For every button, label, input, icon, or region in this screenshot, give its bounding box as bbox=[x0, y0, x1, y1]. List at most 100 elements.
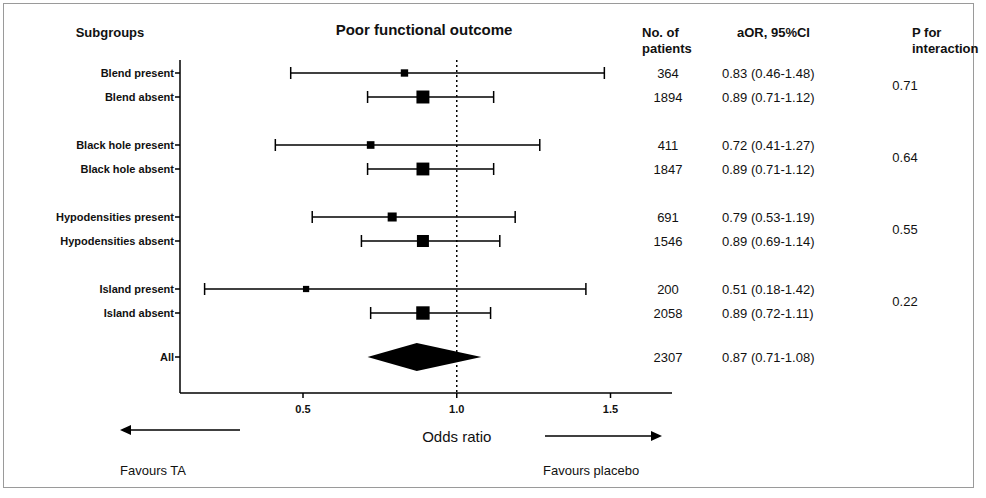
x-tick bbox=[456, 393, 458, 398]
row-tick bbox=[175, 168, 180, 170]
ci-cap bbox=[539, 139, 541, 151]
patients-count: 691 bbox=[657, 210, 679, 225]
patients-count: 411 bbox=[658, 138, 679, 153]
x-tick-label: 0.5 bbox=[295, 403, 310, 415]
p-interaction: 0.55 bbox=[892, 222, 917, 237]
arrow-head bbox=[120, 425, 131, 435]
row-label: All bbox=[160, 351, 174, 363]
x-axis bbox=[180, 392, 672, 394]
ci-cap bbox=[499, 235, 501, 247]
ci-line bbox=[275, 144, 539, 146]
arrow bbox=[128, 429, 240, 431]
title: Poor functional outcome bbox=[336, 21, 513, 38]
pooled-diamond bbox=[368, 343, 482, 371]
estimate-label: 0.89 (0.71-1.12) bbox=[722, 90, 815, 105]
x-tick bbox=[302, 393, 304, 398]
point-estimate bbox=[401, 69, 408, 76]
row-label: Black hole present bbox=[76, 139, 174, 151]
x-tick bbox=[610, 393, 612, 398]
row-label: Hypodensities absent bbox=[60, 235, 174, 247]
plot-area bbox=[205, 67, 605, 371]
annotation: Favours placebo bbox=[543, 463, 639, 478]
ci-cap bbox=[275, 139, 277, 151]
point-estimate bbox=[367, 141, 375, 149]
patients-count: 1894 bbox=[654, 90, 683, 105]
estimate-label: 0.83 (0.46-1.48) bbox=[722, 66, 815, 81]
x-axis-label: Odds ratio bbox=[422, 428, 491, 445]
p-interaction: 0.22 bbox=[892, 294, 917, 309]
estimate-label: 0.79 (0.53-1.19) bbox=[722, 210, 815, 225]
row-tick bbox=[175, 72, 180, 74]
row-label: Island present bbox=[99, 283, 174, 295]
ci-cap bbox=[493, 163, 495, 175]
ci-line bbox=[291, 72, 605, 74]
row-tick bbox=[175, 356, 180, 358]
ci-cap bbox=[370, 307, 372, 319]
patients-count: 2058 bbox=[654, 306, 683, 321]
column-header: No. of bbox=[642, 25, 679, 40]
row-tick bbox=[175, 240, 180, 242]
estimate-label: 0.89 (0.71-1.12) bbox=[722, 162, 815, 177]
ci-line bbox=[312, 216, 515, 218]
point-estimate bbox=[388, 212, 397, 221]
patients-count: 364 bbox=[657, 66, 679, 81]
row-tick bbox=[175, 288, 180, 290]
ci-cap bbox=[493, 91, 495, 103]
p-interaction: 0.71 bbox=[892, 78, 917, 93]
ci-line bbox=[205, 288, 586, 290]
ci-cap bbox=[361, 235, 363, 247]
row-label: Island absent bbox=[104, 307, 175, 319]
reference-line bbox=[456, 60, 458, 393]
ci-cap bbox=[604, 67, 606, 79]
row-tick bbox=[175, 96, 180, 98]
estimate-label: 0.87 (0.71-1.08) bbox=[722, 350, 815, 365]
ci-line bbox=[361, 240, 499, 242]
patients-count: 1546 bbox=[654, 234, 683, 249]
x-tick-label: 1.0 bbox=[449, 403, 464, 415]
ci-line bbox=[371, 312, 491, 314]
arrow-head bbox=[651, 431, 662, 441]
ci-cap bbox=[585, 283, 587, 295]
column-header: patients bbox=[642, 41, 692, 56]
y-axis bbox=[179, 60, 181, 393]
x-tick-label: 1.5 bbox=[603, 403, 618, 415]
column-header: aOR, 95%CI bbox=[737, 25, 810, 40]
annotation: Favours TA bbox=[120, 463, 186, 478]
frame bbox=[4, 4, 974, 488]
point-estimate bbox=[416, 91, 429, 104]
background bbox=[0, 0, 986, 498]
ci-cap bbox=[367, 163, 369, 175]
ci-line bbox=[368, 168, 494, 170]
row-tick bbox=[175, 216, 180, 218]
ci-cap bbox=[311, 211, 313, 223]
row-label: Black hole absent bbox=[80, 163, 174, 175]
ci-cap bbox=[514, 211, 516, 223]
row-label: Blend present bbox=[101, 67, 175, 79]
column-header: P for bbox=[912, 25, 941, 40]
point-estimate bbox=[416, 306, 429, 319]
patients-count: 200 bbox=[657, 282, 679, 297]
patients-count: 2307 bbox=[654, 350, 683, 365]
row-tick bbox=[175, 144, 180, 146]
column-header: interaction bbox=[912, 41, 979, 56]
row-label: Hypodensities present bbox=[56, 211, 174, 223]
estimate-label: 0.51 (0.18-1.42) bbox=[722, 282, 815, 297]
point-estimate bbox=[417, 163, 430, 176]
row-tick bbox=[175, 312, 180, 314]
arrow bbox=[545, 435, 654, 437]
estimate-label: 0.89 (0.72-1.11) bbox=[722, 306, 814, 321]
ci-line bbox=[368, 96, 494, 98]
ci-cap bbox=[204, 283, 206, 295]
chart: Poor functional outcome Subgroups No. ofpa… bbox=[0, 0, 986, 498]
ci-cap bbox=[290, 67, 292, 79]
column-header: Subgroups bbox=[76, 25, 145, 40]
row-label: Blend absent bbox=[105, 91, 174, 103]
ci-cap bbox=[490, 307, 492, 319]
patients-count: 1847 bbox=[654, 162, 683, 177]
estimate-label: 0.72 (0.41-1.27) bbox=[722, 138, 815, 153]
point-estimate bbox=[417, 235, 429, 247]
point-estimate bbox=[303, 286, 309, 292]
ci-cap bbox=[367, 91, 369, 103]
p-interaction: 0.64 bbox=[892, 150, 917, 165]
estimate-label: 0.89 (0.69-1.14) bbox=[722, 234, 815, 249]
